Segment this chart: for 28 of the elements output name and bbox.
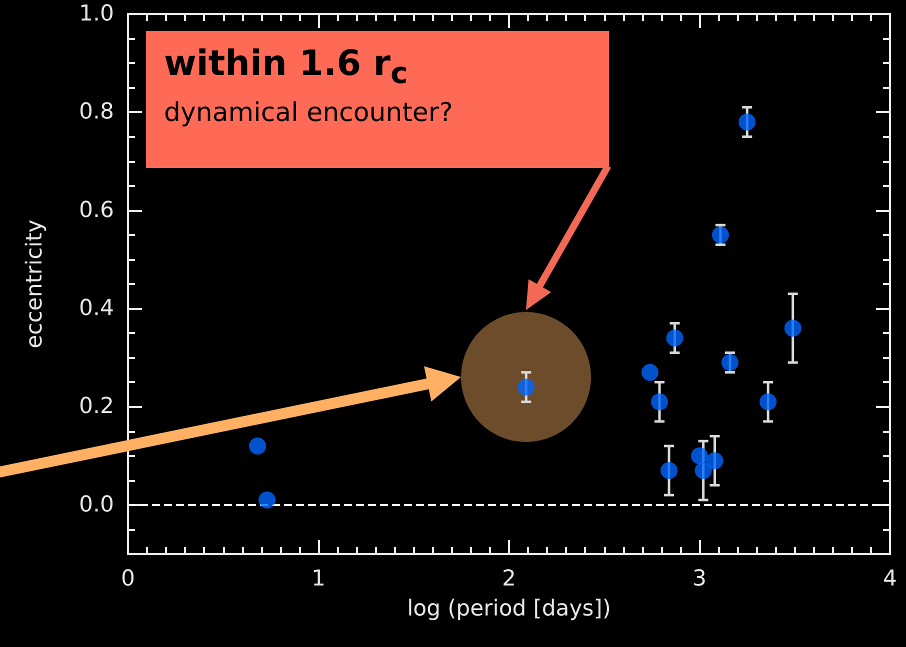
- y-tick-label: 0.8: [79, 100, 114, 125]
- point: [694, 462, 712, 480]
- point: [660, 462, 678, 480]
- x-tick-label: 2: [502, 566, 516, 592]
- point: [706, 452, 724, 470]
- x-axis-title: log (period [days]): [407, 596, 611, 622]
- y-tick-label: 0.4: [79, 296, 114, 322]
- y-tick-label: 0.0: [79, 492, 114, 518]
- point: [721, 354, 738, 372]
- point: [258, 492, 276, 508]
- point: [738, 114, 756, 130]
- point: [666, 330, 684, 346]
- point: [691, 447, 708, 464]
- x-tick-label: 3: [692, 566, 706, 592]
- y-tick-label: 0.6: [79, 198, 114, 223]
- point: [641, 364, 658, 381]
- x-tick-label: 0: [121, 566, 135, 592]
- y-tick-label: 0.2: [79, 394, 114, 420]
- x-tick-label: 4: [883, 566, 897, 592]
- y-axis-title: eccentricity: [22, 220, 48, 348]
- point: [784, 320, 802, 337]
- point: [518, 378, 535, 396]
- y-tick-label: 1.0: [79, 2, 114, 26]
- point: [651, 393, 668, 410]
- annotation: within 1.6 r$_{c}$ dynamical encounter?: [164, 43, 454, 130]
- x-tick-label: 1: [312, 566, 326, 592]
- point: [249, 438, 266, 454]
- point: [760, 393, 777, 410]
